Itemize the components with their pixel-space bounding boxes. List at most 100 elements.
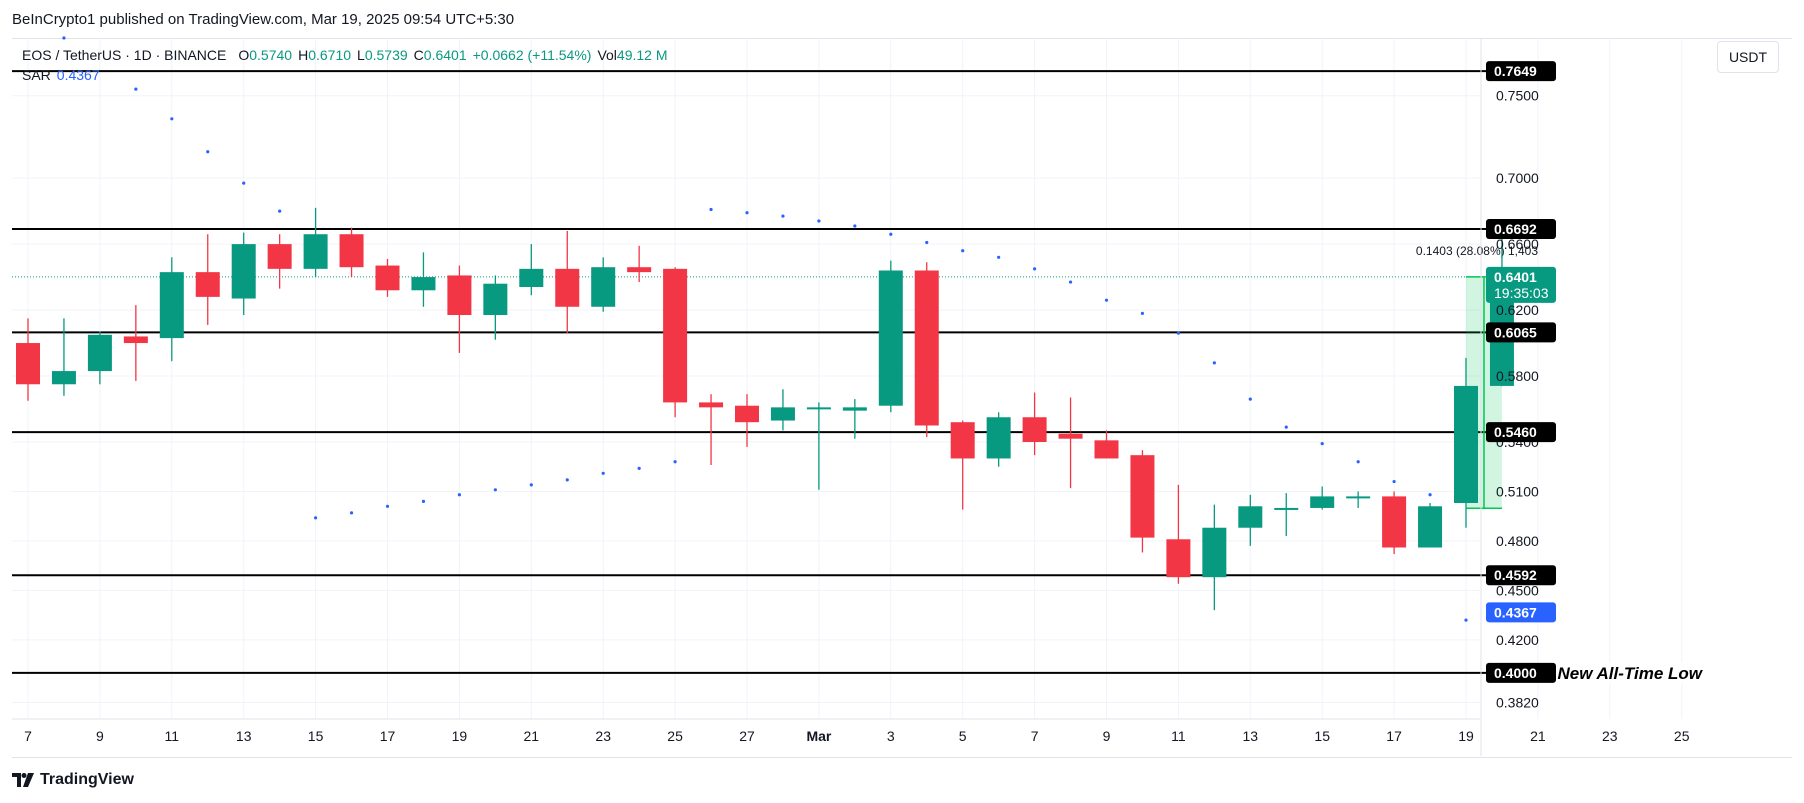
candle-body — [1238, 506, 1263, 528]
level-price-tag: 0.4592 — [1494, 567, 1537, 583]
x-tick-label: 7 — [1031, 728, 1039, 744]
x-tick-label: 7 — [24, 728, 32, 744]
y-tick-label: 0.5800 — [1496, 368, 1539, 384]
candle-body — [806, 407, 831, 410]
open-label: O — [238, 47, 250, 63]
tradingview-wordmark: TradingView — [40, 771, 134, 788]
sar-dot — [62, 36, 66, 40]
sar-price-tag-bg — [1486, 602, 1556, 623]
x-tick-label: 13 — [236, 728, 252, 744]
sar-price-tag: 0.4367 — [1494, 604, 1537, 620]
sar-dot — [421, 499, 426, 503]
candle-body — [1454, 385, 1478, 503]
candle-body — [159, 272, 184, 339]
x-tick-label: 17 — [380, 728, 396, 744]
high-value: 0.6710 — [308, 47, 352, 63]
sar-dot — [1068, 280, 1073, 284]
level-price-tag: 0.5460 — [1494, 424, 1537, 440]
x-tick-label: 23 — [1602, 728, 1618, 744]
sar-dot — [1284, 425, 1288, 429]
x-tick-label: 25 — [667, 728, 683, 744]
publisher-line: BeInCrypto1 published on TradingView.com… — [12, 11, 515, 28]
candle-body — [1094, 440, 1119, 459]
y-tick-label: 0.4200 — [1496, 632, 1539, 648]
candle-body — [1382, 496, 1407, 548]
candle-body — [591, 267, 616, 307]
sar-dot — [134, 87, 138, 91]
x-tick-label: 9 — [1103, 728, 1111, 744]
candle-body — [1202, 527, 1227, 578]
sar-dot — [1104, 298, 1109, 302]
y-tick-label: 0.6200 — [1496, 302, 1539, 318]
x-tick-label: 3 — [887, 728, 895, 744]
x-tick-label: 21 — [524, 728, 540, 744]
level-price-tag: 0.4000 — [1494, 665, 1537, 681]
candle-body — [950, 422, 975, 459]
y-tick-label: 0.7000 — [1496, 170, 1539, 186]
level-price-tag: 0.6692 — [1494, 221, 1537, 237]
candle-body — [51, 371, 76, 385]
tradingview-logo[interactable]: TradingView — [12, 771, 134, 789]
candle-body — [195, 272, 220, 297]
candle-body — [303, 234, 328, 269]
candle-body — [1418, 506, 1443, 548]
annotation-bg — [1540, 661, 1695, 684]
price-chart[interactable]: New All-Time Low 0.1403 (28.08%) 1,403 0… — [0, 0, 1804, 760]
volume-value: 49.12 M — [616, 47, 668, 63]
x-tick-label: 23 — [595, 728, 611, 744]
last-price-tag-bg — [1486, 266, 1556, 303]
sar-dot — [853, 224, 857, 228]
sar-dot — [1212, 361, 1216, 365]
parabolic-sar-dots — [62, 36, 1504, 622]
candle-body — [1130, 455, 1155, 538]
level-price-tag-bg — [1486, 662, 1556, 683]
candle-body — [519, 268, 544, 287]
sar-dot — [1392, 479, 1396, 484]
candle-body — [735, 405, 759, 423]
candle-body — [375, 265, 400, 291]
x-tick-label: 25 — [1674, 728, 1690, 744]
candle-body — [411, 277, 436, 291]
chart-area[interactable] — [12, 38, 1792, 758]
y-tick-label: 0.3820 — [1496, 695, 1539, 711]
sar-dot — [1428, 493, 1432, 497]
sar-dot — [709, 207, 713, 212]
candle-body — [914, 270, 939, 426]
low-label: L — [357, 47, 365, 63]
sar-dot — [314, 516, 318, 520]
candle-body — [87, 334, 112, 372]
x-tick-label: 17 — [1386, 728, 1402, 744]
x-tick-label: 19 — [1458, 728, 1474, 744]
sar-row: SAR 0.4367 — [22, 65, 668, 85]
level-price-tag-bg — [1486, 322, 1556, 343]
level-price-tag: 0.7649 — [1494, 63, 1537, 79]
sar-dot — [385, 504, 390, 508]
candle-body — [555, 268, 580, 307]
sar-label: SAR — [22, 67, 51, 83]
x-tick-label: Mar — [806, 728, 831, 744]
sar-dot — [242, 181, 246, 185]
x-tick-label: 13 — [1243, 728, 1259, 744]
candle-body — [1166, 539, 1191, 578]
sar-dot — [997, 255, 1001, 259]
sar-dot — [1320, 442, 1324, 446]
y-tick-label: 0.6600 — [1496, 236, 1539, 252]
sar-dot — [206, 150, 210, 154]
candle-body — [842, 407, 867, 411]
candle-body — [878, 270, 903, 406]
sar-dot — [673, 460, 677, 464]
last-price-tag-countdown: 19:35:03 — [1494, 285, 1549, 301]
sar-dot — [925, 240, 929, 245]
candle-body — [447, 275, 472, 316]
currency-label: USDT — [1728, 49, 1768, 65]
currency-selector[interactable]: USDT — [1717, 41, 1779, 73]
candle-body — [16, 343, 40, 385]
candle-body — [1346, 496, 1371, 499]
sar-dot — [637, 466, 641, 470]
candle-body — [483, 283, 508, 316]
sar-dot — [493, 488, 497, 492]
y-tick-label: 0.4500 — [1496, 582, 1539, 598]
sar-dot — [1248, 397, 1252, 401]
